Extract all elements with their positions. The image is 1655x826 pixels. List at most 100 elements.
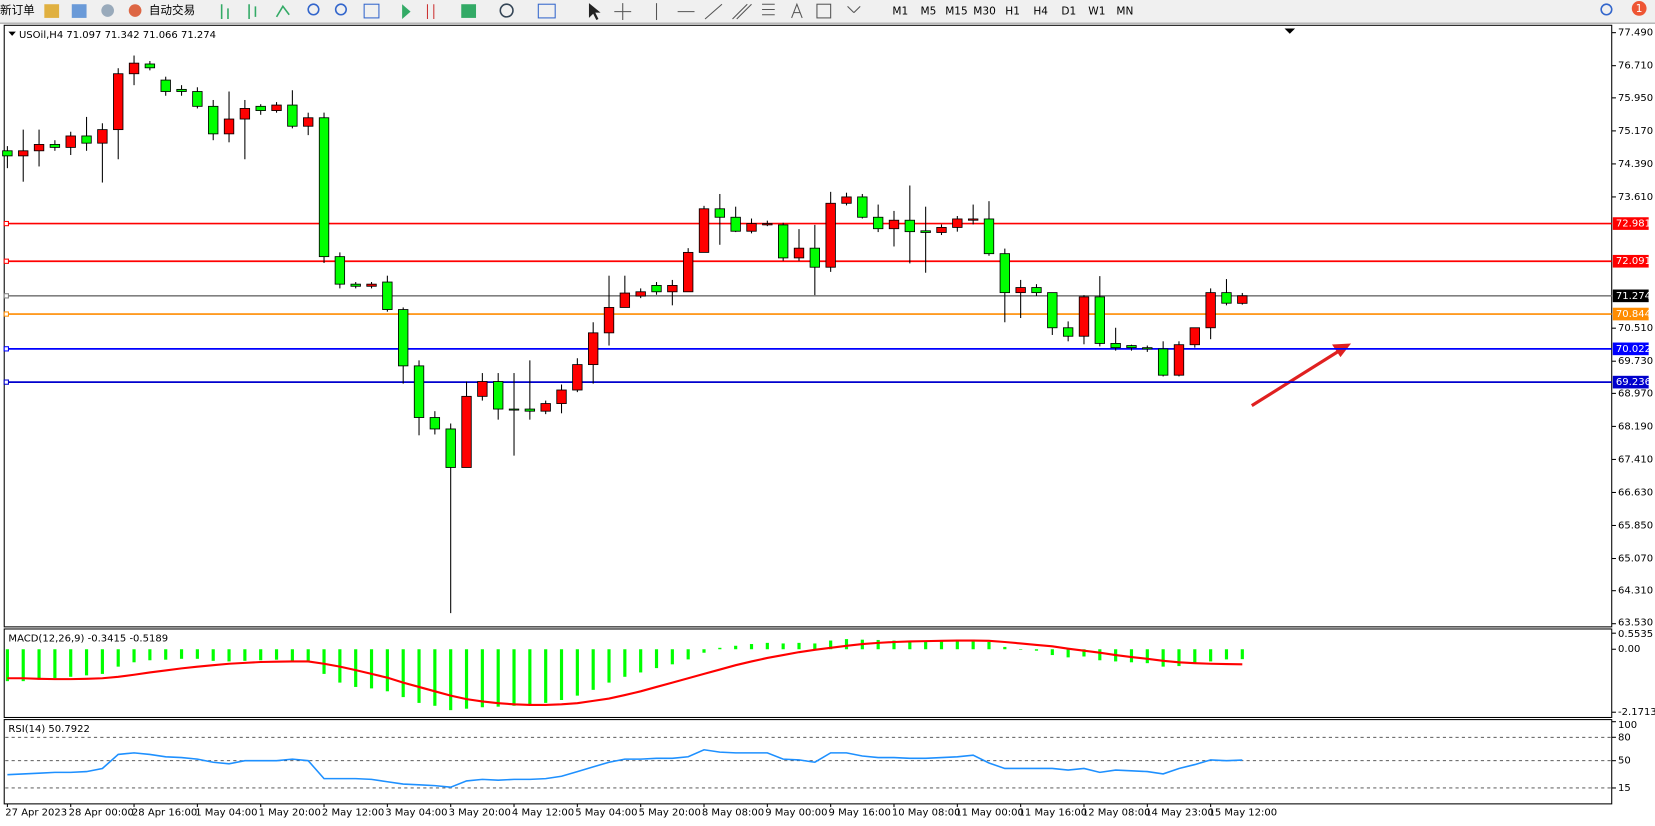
x-tick-label: 11 May 16:00 [1019, 807, 1088, 818]
toolbar-button-label[interactable]: 新订单 [0, 3, 35, 17]
candle-body [920, 230, 931, 233]
channel-tool[interactable] [732, 3, 752, 20]
timeframe-button[interactable]: M30 [973, 6, 996, 18]
price-level-handle [3, 379, 9, 385]
y-tick-label: 70.510 [1618, 323, 1653, 334]
candle-body [698, 208, 710, 253]
candle-body [239, 108, 251, 120]
cursor-tool[interactable] [588, 3, 601, 21]
candle-body [1173, 344, 1185, 376]
candle-body [1142, 347, 1153, 350]
arrows-tool[interactable] [847, 5, 861, 14]
icon[interactable] [128, 4, 142, 17]
fibo-tool[interactable] [762, 3, 775, 16]
indicator-label: USOil,H4 71.097 71.342 71.066 71.274 [19, 30, 216, 41]
price-level-handle [3, 258, 9, 264]
icon[interactable] [44, 4, 60, 18]
candle-body [413, 365, 425, 418]
timeframe-button[interactable]: H1 [1005, 6, 1020, 18]
rsi-panel-frame [3, 719, 1613, 805]
timeframe-button[interactable]: H4 [1033, 6, 1048, 18]
candle-body [524, 408, 536, 412]
candle-body [1189, 327, 1200, 346]
toolbar-texts: 新订单 自动交易 M1 M5 M15 M30 H1 H4 D1 W1 MN 1 [0, 3, 1643, 18]
y-tick-label: 69.730 [1618, 356, 1653, 367]
label-tool[interactable] [816, 3, 832, 19]
candle-body [366, 283, 377, 287]
candle-body [857, 196, 868, 218]
price-level-label: 71.274 [1616, 291, 1651, 302]
candle-body [1205, 292, 1216, 329]
candle-body [65, 135, 76, 148]
icon[interactable] [402, 4, 411, 19]
candle-body [809, 247, 821, 268]
timeframe-button[interactable]: M5 [920, 6, 936, 18]
y-tick-label: 66.630 [1618, 487, 1653, 498]
candle-body [746, 223, 757, 232]
annotation-arrow [1250, 347, 1344, 407]
candle-body [983, 218, 995, 255]
icon[interactable] [275, 4, 290, 18]
icon[interactable] [499, 3, 514, 18]
candle-body [999, 253, 1010, 294]
indicator-label: RSI(14) 50.7922 [8, 724, 89, 735]
icon[interactable] [220, 4, 229, 19]
candle-body [1094, 296, 1105, 344]
candle-body [683, 251, 694, 293]
rsi-line [7, 748, 1243, 788]
price-level-label-bg [1612, 307, 1649, 321]
candle-body [223, 118, 235, 135]
x-tick-label: 3 May 20:00 [449, 807, 511, 818]
notification-count[interactable]: 1 [1636, 3, 1643, 15]
candle-body [667, 285, 678, 293]
candle-body [1237, 295, 1248, 304]
timeframe-button[interactable]: M15 [945, 6, 968, 18]
x-tick-label: 4 May 12:00 [512, 807, 574, 818]
icon[interactable] [461, 4, 477, 18]
icon[interactable] [537, 3, 556, 19]
candle-body [461, 395, 472, 468]
notification-badge[interactable] [1631, 1, 1647, 16]
candle-body [18, 150, 29, 157]
x-tick-label: 10 May 08:00 [892, 807, 961, 818]
candle-body [97, 129, 108, 144]
x-tick-label: 1 May 20:00 [259, 807, 321, 818]
trendline-tool[interactable] [704, 3, 723, 20]
x-tick-label: 28 Apr 00:00 [69, 807, 134, 818]
candle-body [872, 216, 884, 230]
x-tick-label: 2 May 12:00 [322, 807, 384, 818]
icon[interactable] [426, 4, 435, 19]
timeframe-button[interactable]: D1 [1061, 6, 1076, 18]
toolbar-button-label[interactable]: 自动交易 [149, 3, 195, 17]
candle-body [144, 63, 156, 69]
text-tool[interactable] [791, 2, 803, 19]
candle-body [1110, 343, 1121, 349]
icon[interactable] [248, 4, 257, 19]
candle-body [603, 307, 615, 334]
crosshair-tool[interactable] [614, 3, 632, 21]
candle-body [1047, 292, 1058, 329]
y-tick-label: 80 [1618, 732, 1631, 743]
icon[interactable] [101, 4, 114, 17]
candle-body [49, 144, 61, 148]
timeframe-button[interactable]: MN [1116, 6, 1133, 18]
candle-body [1062, 327, 1074, 337]
y-tick-label: 50 [1618, 756, 1631, 767]
timeframe-button[interactable]: W1 [1088, 6, 1105, 18]
candle-body [556, 389, 567, 404]
candle-body [1126, 345, 1137, 349]
x-tick-label: 9 May 16:00 [829, 807, 891, 818]
candle-body [176, 88, 187, 92]
candle-body [477, 381, 488, 397]
candle-body [271, 104, 282, 111]
timeframe-button[interactable]: M1 [892, 6, 908, 18]
icon[interactable] [363, 3, 380, 19]
price-level-label-bg [1612, 289, 1649, 303]
zoom-out[interactable] [334, 3, 347, 16]
macd-signal-line [7, 639, 1243, 706]
search[interactable] [1600, 3, 1613, 16]
price-level-handle [3, 293, 9, 299]
y-tick-label: 63.530 [1618, 618, 1653, 629]
icon[interactable] [71, 4, 87, 18]
zoom-in[interactable] [307, 3, 320, 16]
